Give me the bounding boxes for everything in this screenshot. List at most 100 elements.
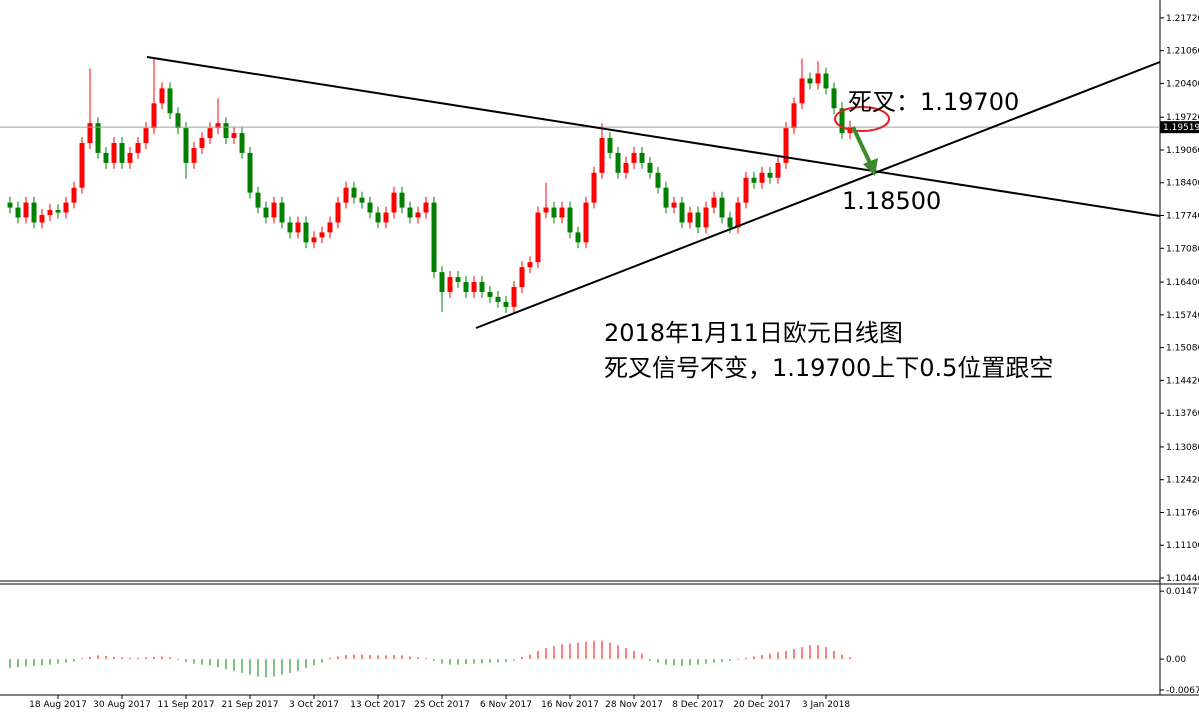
candle-body — [503, 301, 509, 307]
candle-body — [95, 123, 101, 153]
candle-body — [7, 202, 13, 208]
candle-body — [607, 138, 613, 153]
candle-body — [631, 152, 637, 163]
candle-body — [743, 177, 749, 203]
x-tick-label: 6 Nov 2017 — [480, 700, 532, 710]
x-tick-label: 25 Oct 2017 — [414, 700, 470, 710]
candle-body — [823, 73, 829, 89]
y-tick-label: 1.21720 — [1166, 14, 1199, 24]
candle-body — [735, 202, 741, 228]
candle-body — [63, 202, 69, 213]
highlight-ellipse — [834, 106, 890, 132]
candle-body — [695, 212, 701, 228]
y-tick-label: 1.15080 — [1166, 344, 1199, 354]
candle-body — [207, 128, 213, 139]
y-tick-label: 1.11760 — [1166, 508, 1199, 518]
candle-body — [415, 212, 421, 218]
trend-line — [475, 61, 1161, 329]
candle-body — [231, 133, 237, 139]
candle-body — [279, 202, 285, 223]
candle-body — [247, 152, 253, 193]
candle-body — [455, 277, 461, 283]
annotation: 死叉：1.19700 — [848, 88, 1019, 116]
candle-body — [759, 172, 765, 183]
candle-body — [119, 143, 125, 163]
candle-body — [255, 192, 261, 208]
last-price-label: 1.19519 — [1163, 123, 1199, 133]
x-tick-label: 21 Sep 2017 — [221, 700, 278, 710]
candle-body — [151, 103, 157, 129]
y-tick-label: 1.20400 — [1166, 79, 1199, 89]
candle-body — [567, 207, 573, 233]
candle-body — [135, 143, 141, 153]
candle-body — [439, 272, 445, 292]
candle-body — [551, 207, 557, 218]
y2-tick-label: 0.01477 — [1166, 587, 1199, 597]
candle-body — [815, 73, 821, 84]
candle-body — [223, 123, 229, 139]
candle-body — [367, 202, 373, 213]
candle-body — [167, 88, 173, 114]
candle-body — [79, 143, 85, 188]
candle-body — [263, 207, 269, 218]
x-tick-label: 3 Jan 2018 — [802, 700, 850, 710]
candle-body — [727, 217, 733, 228]
x-tick-label: 20 Dec 2017 — [733, 700, 791, 710]
y-tick-label: 1.21060 — [1166, 47, 1199, 57]
candle-body — [111, 143, 117, 163]
candle-body — [431, 202, 437, 273]
candle-body — [175, 113, 181, 129]
candle-body — [679, 202, 685, 223]
arrow-shaft — [851, 126, 872, 164]
x-tick-label: 11 Sep 2017 — [157, 700, 214, 710]
y-tick-label: 1.19720 — [1166, 113, 1199, 123]
candle-body — [87, 123, 93, 144]
x-tick-label: 16 Nov 2017 — [541, 700, 599, 710]
candle-body — [303, 222, 309, 243]
candle-body — [719, 197, 725, 218]
candle-body — [599, 138, 605, 173]
candle-body — [343, 187, 349, 203]
candle-body — [351, 187, 357, 198]
candle-body — [591, 172, 597, 203]
y-tick-label: 1.18400 — [1166, 179, 1199, 189]
candle-body — [199, 138, 205, 148]
candle-body — [215, 123, 221, 129]
candle-body — [103, 152, 109, 163]
candle-body — [663, 187, 669, 208]
y-tick-label: 1.12420 — [1166, 476, 1199, 486]
candle-body — [183, 128, 189, 163]
candle-body — [39, 215, 45, 223]
candle-body — [319, 232, 325, 238]
candle-body — [655, 172, 661, 188]
y-tick-label: 1.16400 — [1166, 278, 1199, 288]
annotation: 2018年1月11日欧元日线图 — [604, 319, 903, 347]
candle-body — [527, 262, 533, 268]
candle-body — [287, 222, 293, 233]
x-tick-label: 30 Aug 2017 — [93, 700, 151, 710]
candle-body — [471, 282, 477, 292]
candle-body — [399, 192, 405, 208]
candle-body — [831, 88, 837, 109]
candle-body — [671, 202, 677, 208]
candle-body — [359, 197, 365, 203]
y-tick-label: 1.17740 — [1166, 212, 1199, 222]
candle-body — [191, 147, 197, 163]
candle-body — [423, 202, 429, 213]
y-tick-label: 1.15740 — [1166, 311, 1199, 321]
candle-body — [23, 202, 29, 218]
candle-body — [391, 192, 397, 213]
candle-body — [127, 152, 133, 163]
candle-body — [295, 222, 301, 233]
candle-body — [543, 207, 549, 213]
x-tick-label: 28 Nov 2017 — [605, 700, 663, 710]
candle-body — [271, 202, 277, 218]
y-tick-label: 1.17080 — [1166, 244, 1199, 254]
x-tick-label: 3 Oct 2017 — [289, 700, 339, 710]
candle-body — [647, 162, 653, 173]
candle-body — [791, 103, 797, 129]
candle-body — [799, 78, 805, 104]
candle-body — [639, 152, 645, 163]
